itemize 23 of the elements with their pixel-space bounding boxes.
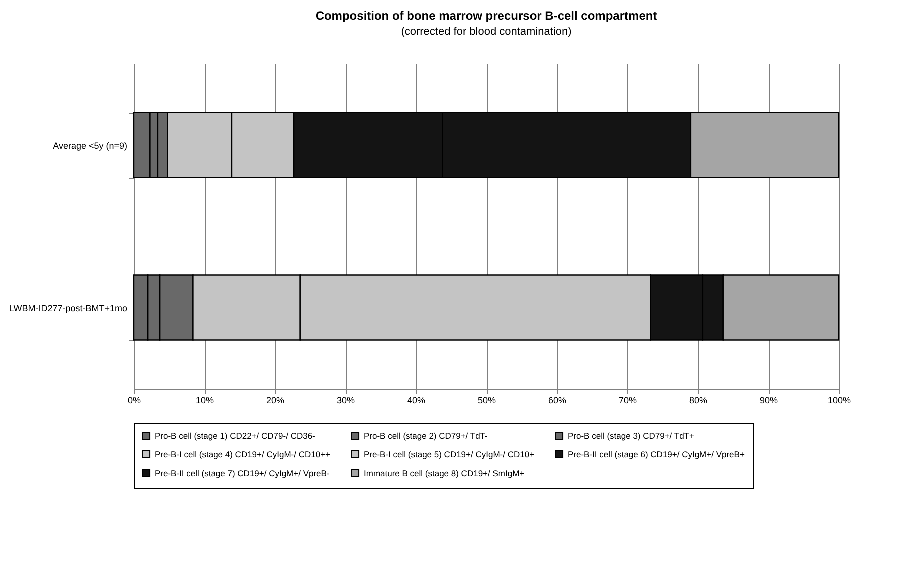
chart-title: Composition of bone marrow precursor B-cell compartment bbox=[316, 9, 658, 23]
x-tick-label: 10% bbox=[196, 396, 214, 406]
legend-label: Immature B cell (stage 8) CD19+/ SmIgM+ bbox=[364, 468, 525, 478]
x-tick-label: 30% bbox=[336, 396, 356, 406]
legend-label: Pre-B-I cell (stage 5) CD19+/ CyIgM-/ CD10+ bbox=[364, 450, 535, 460]
legend-label: Pre-B-II cell (stage 7) CD19+/ CyIgM+/ VpreB- bbox=[155, 468, 330, 478]
legend-label: Pro-B cell (stage 2) CD79+/ TdT- bbox=[364, 430, 488, 441]
x-tick-label: 0% bbox=[128, 396, 142, 406]
legend-label: Pro-B cell (stage 3) CD79+/ TdT+ bbox=[568, 430, 694, 441]
x-tick-label: 20% bbox=[266, 396, 285, 406]
x-tick-label: 60% bbox=[548, 396, 567, 406]
chart-subtitle: (corrected for blood contamination) bbox=[401, 26, 572, 38]
x-tick-label: 40% bbox=[407, 396, 426, 406]
y-tick-label: LWBM-ID277-post-BMT+1mo bbox=[9, 303, 128, 314]
x-tick-label: 80% bbox=[689, 396, 708, 406]
y-tick-label: Average <5y (n=9) bbox=[53, 140, 128, 151]
x-tick-label: 70% bbox=[618, 396, 638, 406]
x-tick-label: 90% bbox=[760, 396, 778, 406]
legend-label: Pre-B-I cell (stage 4) CD19+/ CyIgM-/ CD10++ bbox=[155, 450, 331, 460]
x-tick-label: 50% bbox=[478, 396, 496, 406]
x-tick-label: 100% bbox=[828, 396, 852, 406]
legend-label: Pre-B-II cell (stage 6) CD19+/ CyIgM+/ VpreB+ bbox=[568, 450, 745, 460]
legend-label: Pro-B cell (stage 1) CD22+/ CD79-/ CD36- bbox=[155, 430, 316, 441]
